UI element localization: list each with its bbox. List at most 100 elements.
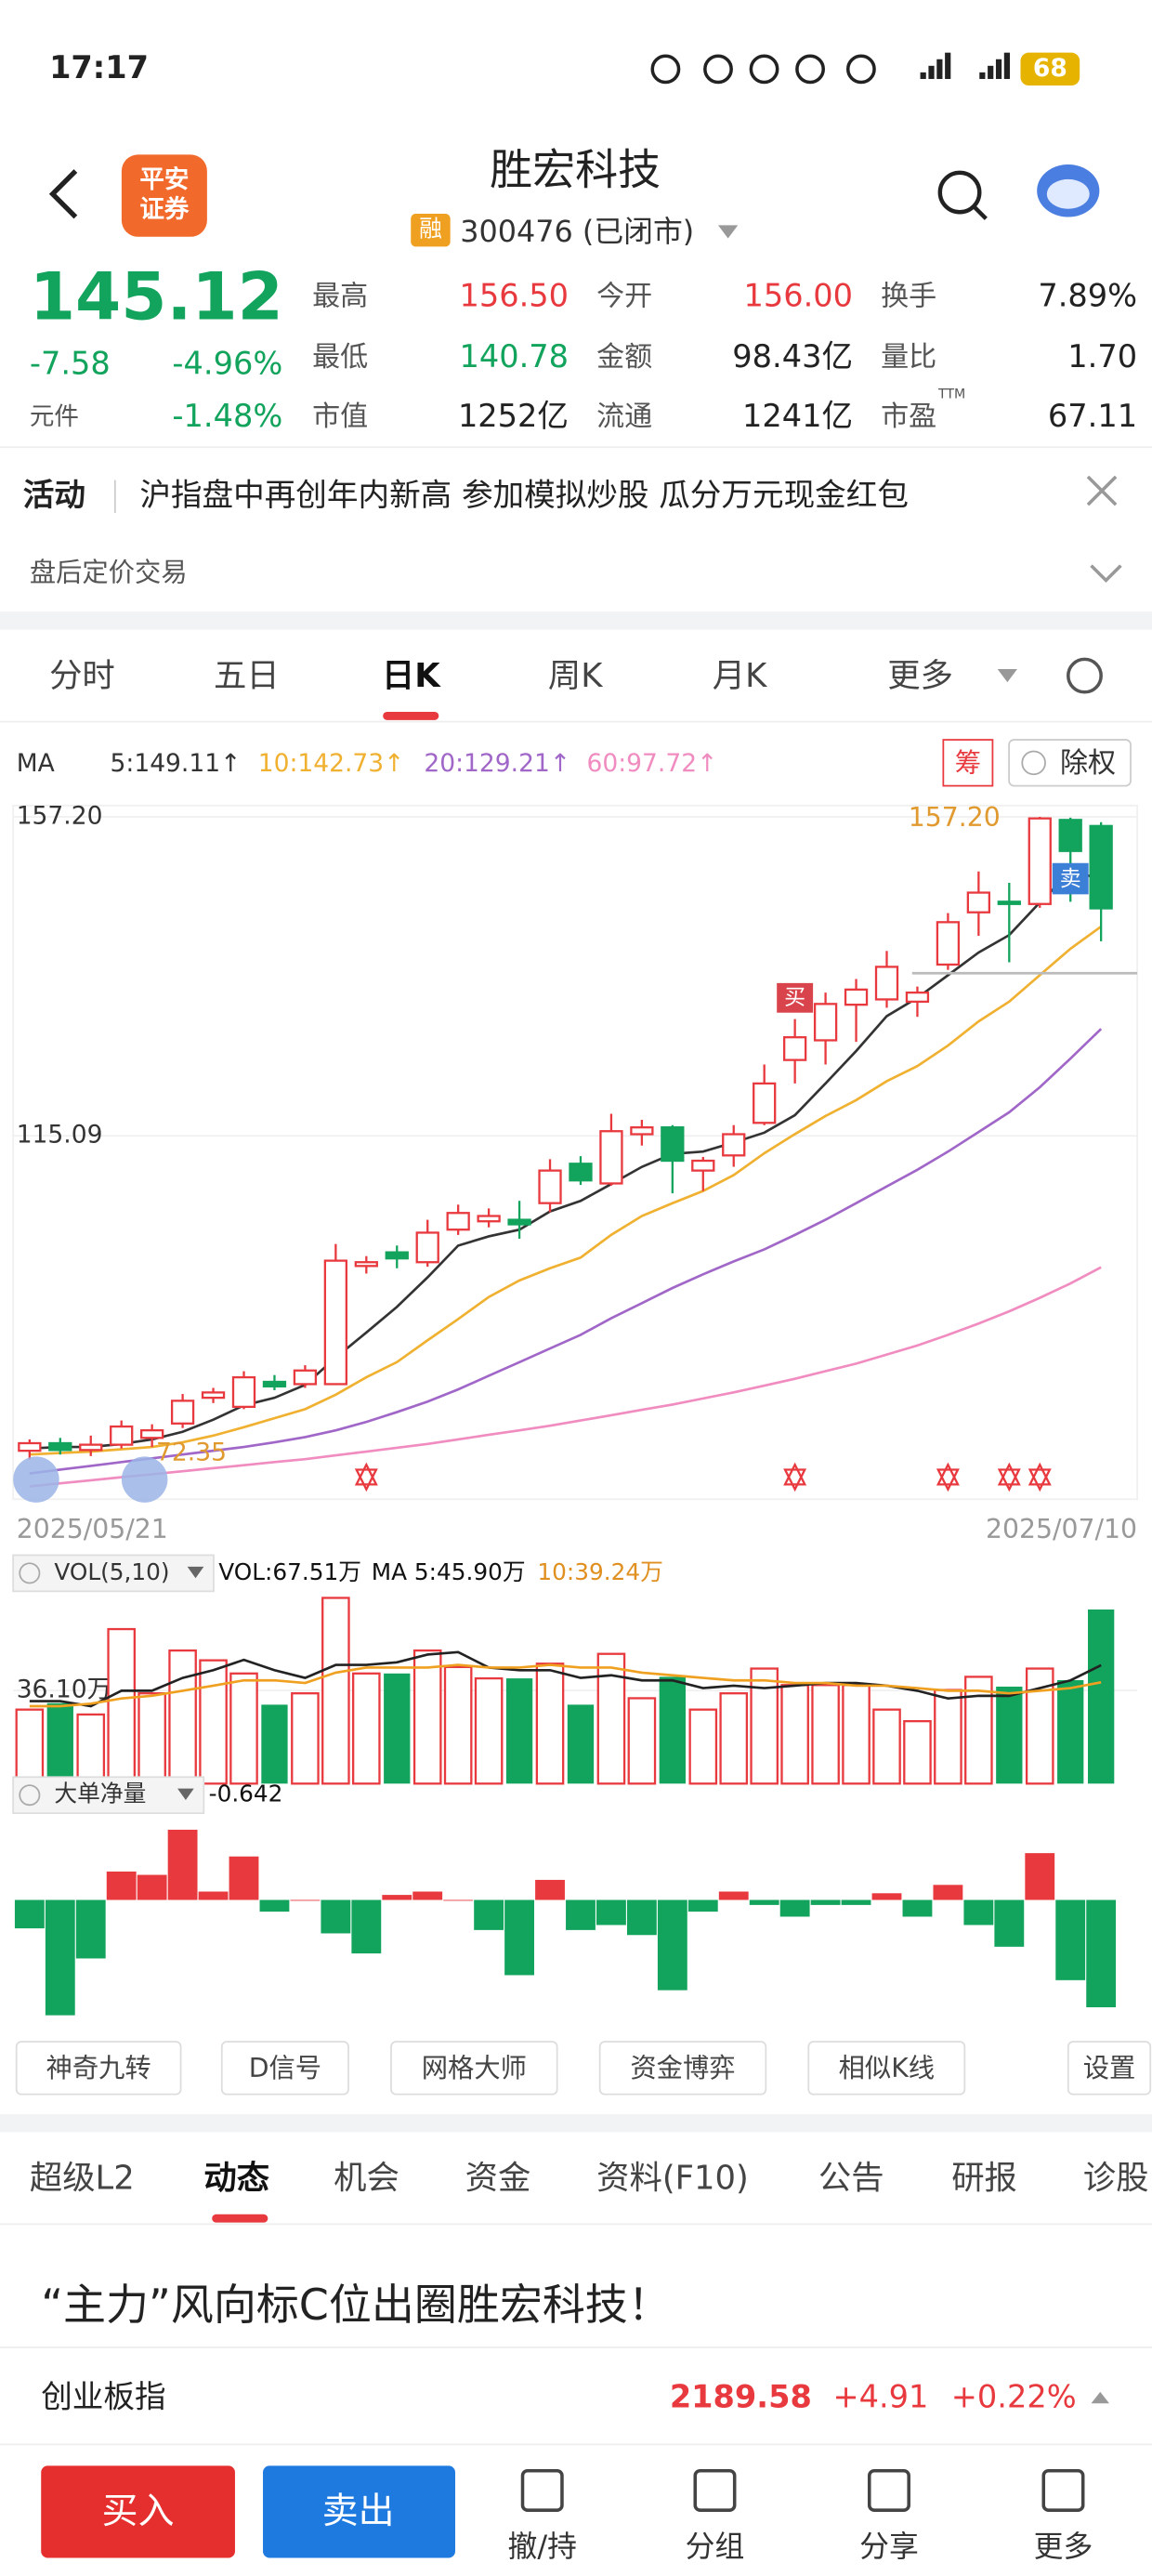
indicator-label: VOL(5,10) [54, 1558, 169, 1585]
max-price-label: 157.20 [909, 802, 1001, 833]
bar [994, 1899, 1025, 1947]
news-tab[interactable]: 资金 [465, 2160, 531, 2198]
price-change: -7.58 [30, 345, 111, 381]
bar [412, 1891, 443, 1900]
news-tab[interactable]: 动态 [203, 2160, 269, 2198]
news-headline[interactable]: “主力”风向标C位出圈胜宏科技！ [41, 2280, 671, 2330]
news-tab[interactable]: 研报 [951, 2160, 1017, 2198]
candle-body [323, 1259, 348, 1386]
candle-body [48, 1441, 72, 1452]
period-tab[interactable]: 日K [382, 657, 441, 695]
news-tab[interactable]: 诊股 [1083, 2160, 1149, 2198]
candle-body [18, 1441, 42, 1452]
bar [14, 1899, 45, 1929]
period-tab[interactable]: 分时 [49, 657, 115, 695]
candle-body [691, 1159, 715, 1172]
candle-body [1089, 824, 1113, 910]
bar [596, 1899, 626, 1925]
period-tab[interactable]: 五日 [214, 657, 280, 695]
nav-icon[interactable] [867, 2468, 910, 2512]
signal-bar [988, 65, 994, 79]
indicator-selector[interactable] [12, 1776, 205, 1815]
search-icon[interactable] [937, 170, 982, 215]
nav-icon[interactable] [520, 2468, 564, 2512]
bar [688, 1708, 718, 1785]
nav-icon[interactable] [693, 2468, 737, 2512]
close-button[interactable] [1086, 475, 1118, 506]
after-hours-trading[interactable]: 盘后定价交易 [30, 557, 188, 587]
sell-marker-text: 卖 [1060, 867, 1081, 891]
bar [321, 1899, 351, 1934]
tool-button[interactable] [807, 2041, 966, 2096]
bar [1025, 1667, 1054, 1785]
sell-button[interactable] [263, 2465, 455, 2558]
back-button[interactable] [48, 169, 78, 219]
tool-button[interactable] [220, 2041, 349, 2096]
field-value: 1241亿 [742, 398, 853, 434]
bar [137, 1692, 166, 1785]
bar [1057, 1680, 1084, 1784]
period-tab[interactable]: 月K [713, 657, 767, 695]
chart-nav-button[interactable] [121, 1456, 168, 1503]
candle-body [354, 1261, 378, 1268]
tool-button[interactable] [598, 2041, 767, 2096]
candle-body [110, 1425, 134, 1446]
bar [443, 1665, 473, 1785]
bar [75, 1899, 106, 1959]
bar [505, 1678, 533, 1784]
ma-line [29, 1663, 1102, 1708]
bar [596, 1652, 626, 1785]
news-tab[interactable]: 机会 [334, 2160, 399, 2198]
bar [15, 1708, 45, 1785]
signal-bar [979, 72, 986, 79]
code-dropdown [718, 225, 739, 239]
activity-text[interactable]: 沪指盘中再创年内新高 参加模拟炒股 瓜分万元现金红包 [139, 477, 909, 513]
bar [352, 1672, 381, 1785]
indicator-label: 大单净量 [54, 1781, 146, 1807]
legend-entry: 60:97.72↑ [586, 749, 717, 778]
bar [566, 1899, 596, 1930]
bar [718, 1891, 749, 1900]
bar [168, 1649, 197, 1785]
period-tab[interactable]: 周K [548, 657, 603, 695]
tool-button-label: 资金博弈 [630, 2053, 735, 2083]
candle-body [477, 1215, 501, 1223]
settings-icon[interactable] [1067, 657, 1103, 694]
indicator-selector[interactable] [12, 1554, 215, 1593]
buy-marker-text: 买 [784, 985, 805, 1009]
field-label: 量比 [881, 341, 936, 374]
bar [567, 1704, 595, 1784]
bar [198, 1891, 229, 1900]
news-tab[interactable]: 公告 [818, 2160, 884, 2198]
adjust-button[interactable] [1008, 739, 1132, 787]
buy-button[interactable] [41, 2465, 235, 2558]
candle-body [782, 1036, 807, 1061]
news-tab[interactable]: 超级L2 [30, 2160, 135, 2198]
margin-badge-text: 融 [419, 216, 442, 243]
news-tab[interactable]: 资料(F10) [596, 2160, 749, 2198]
bar [535, 1879, 565, 1900]
min-price-label: 72.35 [156, 1438, 227, 1466]
expand-chevron[interactable] [1090, 564, 1122, 583]
bar [412, 1649, 442, 1785]
tool-button[interactable] [390, 2041, 558, 2096]
bar [382, 1895, 412, 1900]
tool-button[interactable] [15, 2041, 182, 2096]
signal-star [1028, 1462, 1052, 1492]
chips-button[interactable] [942, 739, 994, 787]
adjust-label: 除权 [1060, 747, 1116, 780]
chart-nav-button[interactable] [13, 1456, 59, 1503]
field-value: 156.50 [459, 278, 569, 314]
bar [76, 1713, 106, 1785]
tool-button[interactable] [1067, 2041, 1152, 2096]
plot-frame [12, 804, 1138, 1501]
candle-body [79, 1443, 103, 1452]
bar [659, 1676, 686, 1784]
signal-star [354, 1462, 378, 1492]
field-label: 市值 [312, 401, 368, 433]
period-tab[interactable]: 更多 [887, 657, 953, 695]
nav-icon[interactable] [1041, 2468, 1085, 2512]
status-time: 17:17 [49, 49, 149, 85]
candle-body [630, 1126, 654, 1136]
field-label: 市盈 [881, 401, 936, 433]
